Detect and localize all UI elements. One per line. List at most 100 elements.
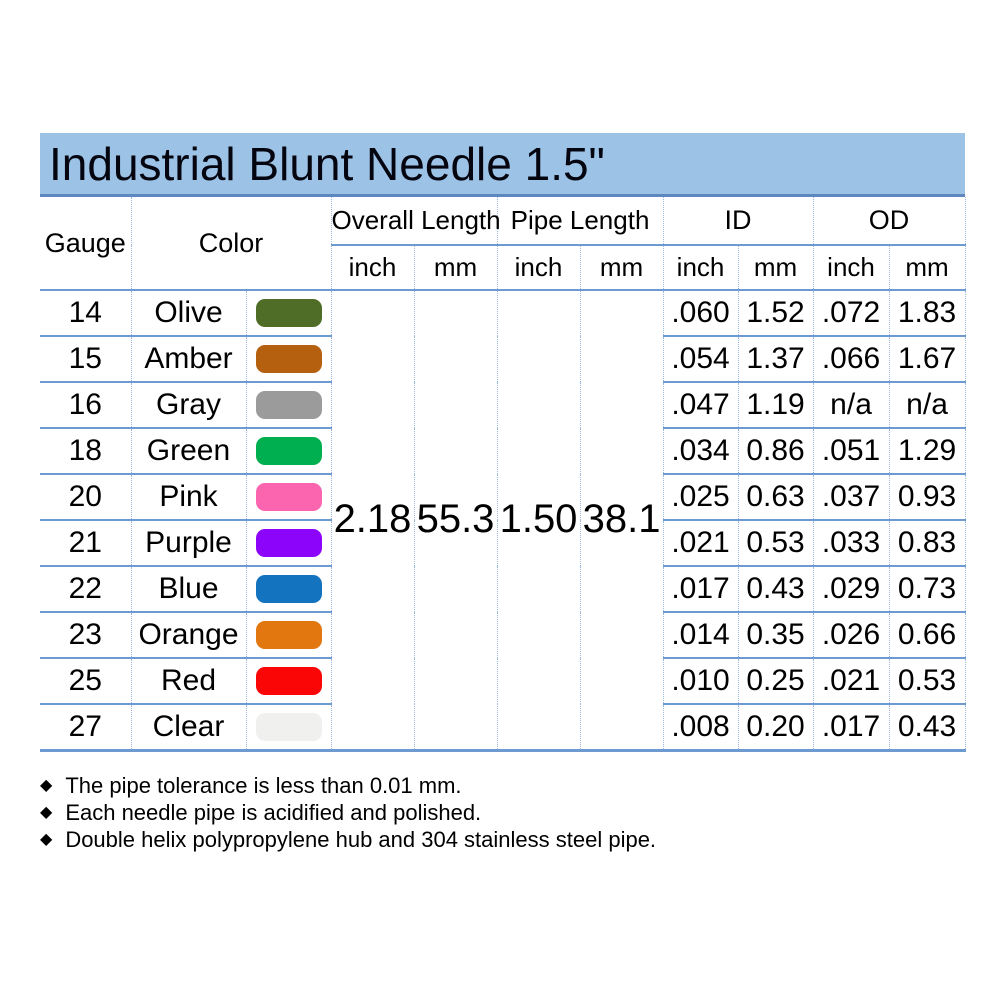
swatch-cell — [246, 520, 332, 567]
gauge-cell: 16 — [40, 382, 132, 429]
color-swatch — [255, 437, 322, 465]
color-swatch — [255, 575, 322, 603]
swatch-cell — [246, 612, 332, 659]
id-inch-cell: .014 — [663, 612, 739, 659]
color-name-cell: Clear — [131, 704, 247, 750]
od-mm-cell: 0.66 — [889, 612, 966, 659]
table-row: 14 Olive 2.18 55.3 1.50 38.1.060 1.52.072 1.83 — [40, 290, 966, 750]
od-mm-cell: 1.67 — [889, 336, 966, 383]
od-inch-cell: .029 — [813, 566, 890, 613]
od-inch-cell: .021 — [813, 658, 890, 705]
header-pipe-inch: inch — [497, 245, 581, 291]
id-inch-cell: .025 — [663, 474, 739, 521]
header-id: ID — [663, 197, 814, 246]
table-row: 21 Purple .021 0.53.033 0.83 — [40, 520, 966, 567]
color-name-cell: Gray — [131, 382, 247, 429]
od-inch-cell: .072 — [813, 290, 890, 337]
od-mm-cell: 0.53 — [889, 658, 966, 705]
note-text: Double helix polypropylene hub and 304 s… — [65, 827, 657, 852]
od-mm-cell: 1.29 — [889, 428, 966, 475]
od-mm-cell: n/a — [889, 382, 966, 429]
od-inch-cell: .017 — [813, 704, 890, 750]
swatch-cell — [246, 658, 332, 705]
gauge-cell: 20 — [40, 474, 132, 521]
swatch-cell — [246, 428, 332, 475]
id-inch-cell: .021 — [663, 520, 739, 567]
gauge-cell: 23 — [40, 612, 132, 659]
id-mm-cell: 0.20 — [738, 704, 814, 750]
header-id-inch: inch — [663, 245, 739, 291]
spec-table: Gauge Color Overall Length Pipe Length I… — [40, 197, 966, 752]
id-inch-cell: .010 — [663, 658, 739, 705]
note-text: Each needle pipe is acidified and polish… — [65, 800, 482, 825]
table-row: 23 Orange .014 0.35.026 0.66 — [40, 612, 966, 659]
color-swatch — [255, 621, 322, 649]
swatch-cell — [246, 566, 332, 613]
od-inch-cell: .026 — [813, 612, 890, 659]
color-swatch — [255, 667, 322, 695]
color-name-cell: Amber — [131, 336, 247, 383]
diamond-bullet-icon: ◆ — [40, 777, 53, 794]
swatch-cell — [246, 336, 332, 383]
color-swatch — [255, 299, 322, 327]
gauge-cell: 22 — [40, 566, 132, 613]
note-text: The pipe tolerance is less than 0.01 mm. — [65, 773, 462, 798]
od-inch-cell: n/a — [813, 382, 890, 429]
gauge-cell: 18 — [40, 428, 132, 475]
color-swatch — [255, 391, 322, 419]
gauge-cell: 27 — [40, 704, 132, 750]
id-inch-cell: .054 — [663, 336, 739, 383]
overall-length-inch-cell: 2.18 — [331, 290, 415, 750]
color-name-cell: Blue — [131, 566, 247, 613]
od-mm-cell: 0.73 — [889, 566, 966, 613]
gauge-cell: 14 — [40, 290, 132, 337]
table-row: 18 Green .034 0.86.051 1.29 — [40, 428, 966, 475]
header-id-mm: mm — [738, 245, 814, 291]
od-inch-cell: .033 — [813, 520, 890, 567]
diamond-bullet-icon: ◆ — [40, 804, 53, 821]
header-color: Color — [131, 197, 332, 291]
swatch-cell — [246, 704, 332, 750]
pipe-length-mm-cell: 38.1 — [580, 290, 664, 750]
od-inch-cell: .066 — [813, 336, 890, 383]
id-inch-cell: .017 — [663, 566, 739, 613]
od-mm-cell: 0.43 — [889, 704, 966, 750]
color-name-cell: Olive — [131, 290, 247, 337]
diamond-bullet-icon: ◆ — [40, 831, 53, 848]
color-swatch — [255, 529, 322, 557]
swatch-cell — [246, 382, 332, 429]
header-od: OD — [813, 197, 966, 246]
id-mm-cell: 0.63 — [738, 474, 814, 521]
id-mm-cell: 0.35 — [738, 612, 814, 659]
swatch-cell — [246, 290, 332, 337]
id-mm-cell: 0.86 — [738, 428, 814, 475]
id-mm-cell: 0.53 — [738, 520, 814, 567]
od-mm-cell: 1.83 — [889, 290, 966, 337]
pipe-length-inch-cell: 1.50 — [497, 290, 581, 750]
id-inch-cell: .034 — [663, 428, 739, 475]
table-row: 20 Pink .025 0.63.037 0.93 — [40, 474, 966, 521]
od-mm-cell: 0.83 — [889, 520, 966, 567]
table-row: 27 Clear .008 0.20.017 0.43 — [40, 704, 966, 750]
page-title: Industrial Blunt Needle 1.5" — [49, 137, 605, 190]
footnotes: ◆ The pipe tolerance is less than 0.01 m… — [40, 772, 960, 853]
id-mm-cell: 0.25 — [738, 658, 814, 705]
overall-length-mm-cell: 55.3 — [414, 290, 498, 750]
header-pipe-length: Pipe Length — [497, 197, 664, 246]
header-overall-mm: mm — [414, 245, 498, 291]
color-name-cell: Green — [131, 428, 247, 475]
gauge-cell: 15 — [40, 336, 132, 383]
header-pipe-mm: mm — [580, 245, 664, 291]
header-overall-length: Overall Length — [331, 197, 501, 246]
header-od-inch: inch — [813, 245, 890, 291]
table-row: 22 Blue .017 0.43.029 0.73 — [40, 566, 966, 613]
header-od-mm: mm — [889, 245, 966, 291]
color-name-cell: Red — [131, 658, 247, 705]
color-name-cell: Purple — [131, 520, 247, 567]
od-inch-cell: .051 — [813, 428, 890, 475]
id-inch-cell: .008 — [663, 704, 739, 750]
id-mm-cell: 1.37 — [738, 336, 814, 383]
color-name-cell: Orange — [131, 612, 247, 659]
title-bar: Industrial Blunt Needle 1.5" — [40, 133, 965, 197]
